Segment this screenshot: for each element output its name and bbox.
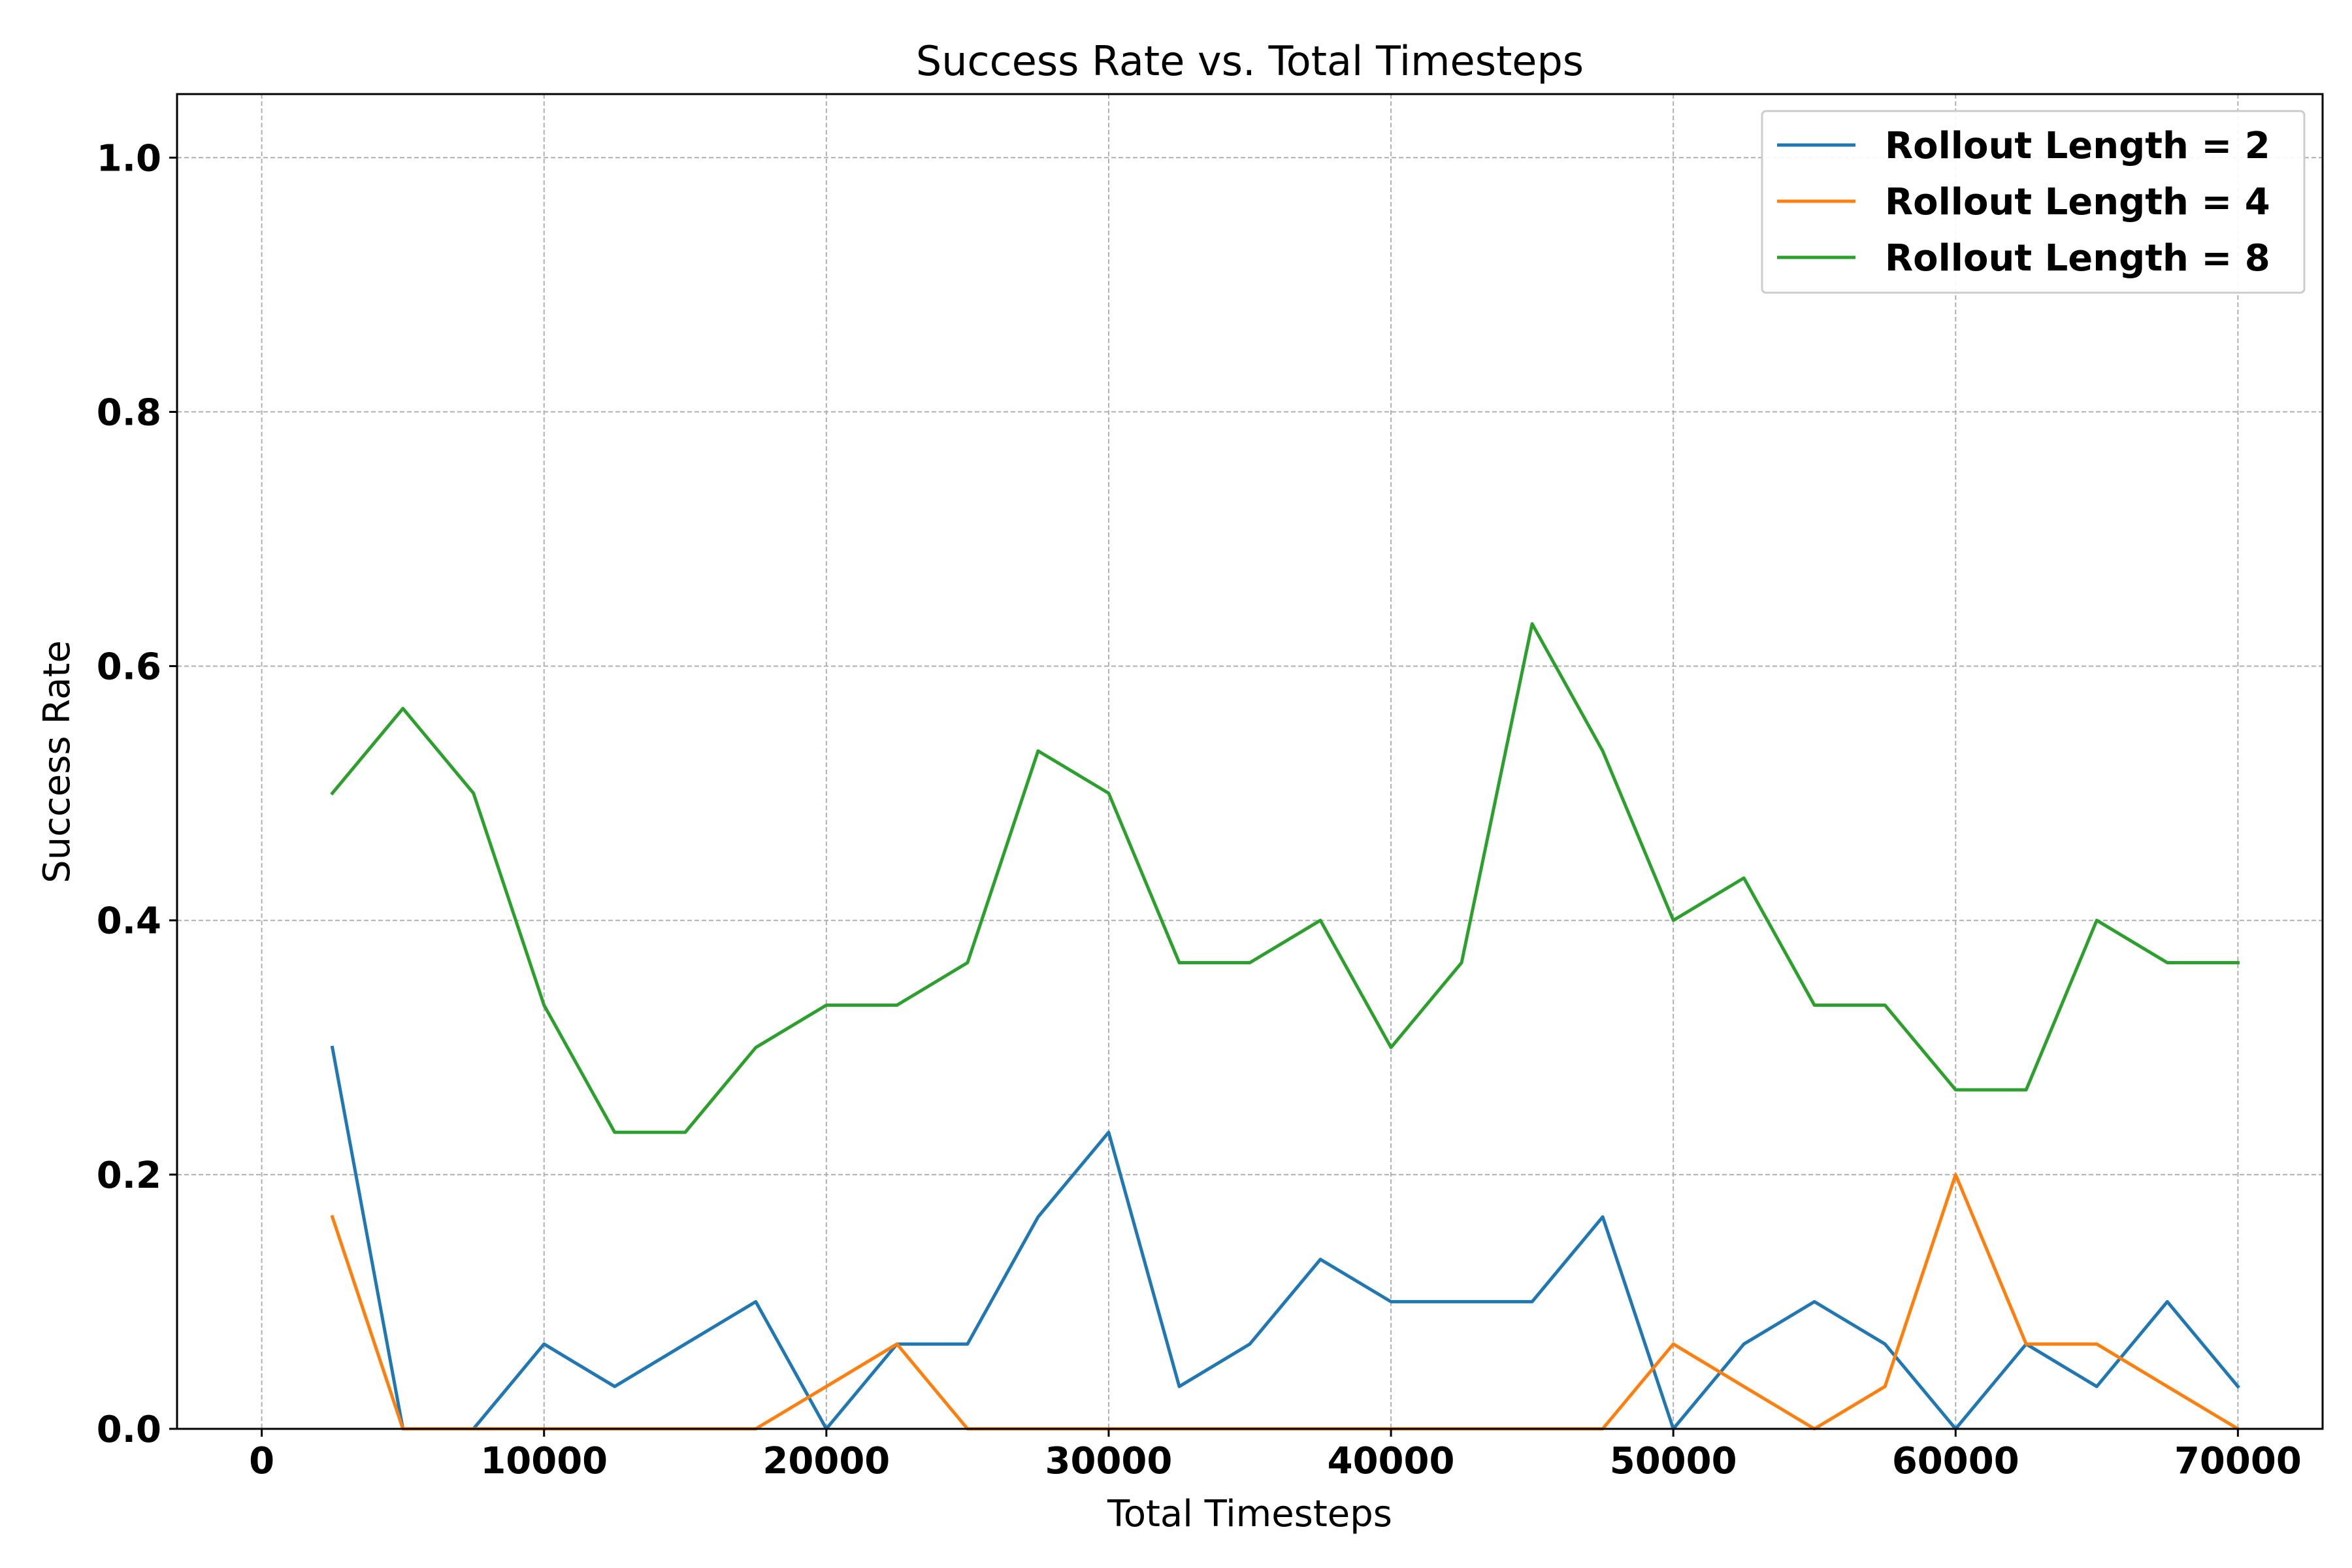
y-axis: 0.0 0.2 0.4 0.6 0.8 1.0 xyxy=(97,137,177,1451)
x-axis-label: Total Timesteps xyxy=(1107,1493,1392,1535)
y-tick-label: 1.0 xyxy=(97,137,161,180)
legend-label-1: Rollout Length = 2 xyxy=(1885,125,2270,167)
y-tick-label: 0.0 xyxy=(97,1409,161,1451)
y-tick-label: 0.6 xyxy=(97,646,161,689)
legend-label-3: Rollout Length = 8 xyxy=(1885,237,2270,280)
y-tick-label: 0.8 xyxy=(97,391,161,434)
x-tick-label: 40000 xyxy=(1328,1440,1455,1482)
chart-title: Success Rate vs. Total Timesteps xyxy=(916,37,1584,85)
legend: Rollout Length = 2 Rollout Length = 4 Roll… xyxy=(1761,110,2306,294)
plot-area-frame xyxy=(176,93,2324,1430)
x-tick-label: 60000 xyxy=(1892,1440,2019,1482)
y-tick-label: 0.2 xyxy=(97,1154,161,1197)
x-tick-label: 0 xyxy=(249,1440,274,1482)
x-tick-label: 30000 xyxy=(1045,1440,1173,1482)
x-tick-label: 10000 xyxy=(480,1440,608,1482)
series-line-1 xyxy=(330,1045,2240,1431)
y-tick-label: 0.4 xyxy=(97,900,161,943)
y-axis-label: Success Rate xyxy=(36,640,78,883)
x-axis: 0 10000 20000 30000 40000 50000 60000 70000 xyxy=(249,1429,2302,1482)
legend-label-2: Rollout Length = 4 xyxy=(1885,181,2270,223)
x-tick-label: 70000 xyxy=(2174,1440,2302,1482)
x-tick-label: 20000 xyxy=(762,1440,890,1482)
x-tick-label: 50000 xyxy=(1610,1440,1737,1482)
legend-frame xyxy=(1761,110,2306,294)
series-line-3 xyxy=(330,622,2240,1134)
